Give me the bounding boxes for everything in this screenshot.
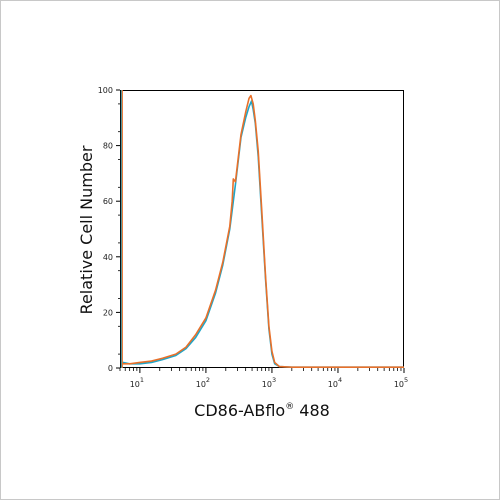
- y-axis-title: Relative Cell Number: [77, 145, 96, 314]
- y-tick-label: 80: [103, 142, 113, 151]
- x-tick-label-base: 10: [328, 380, 338, 389]
- x-axis-ticks: 101 102 103 104 105: [119, 368, 408, 389]
- x-tick-label: 101: [130, 376, 144, 389]
- x-tick-label-base: 10: [262, 380, 272, 389]
- y-tick-label: 100: [98, 86, 113, 95]
- x-tick-label: 105: [394, 376, 408, 389]
- plot-area: [120, 90, 404, 368]
- y-tick-label: 20: [103, 308, 113, 317]
- y-axis-ticks: 0 20 40 60 80 100: [98, 86, 120, 373]
- x-tick-label-exp: 4: [338, 376, 342, 384]
- series-line-2: [122, 94, 404, 368]
- x-tick-label: 103: [262, 376, 276, 389]
- x-tick-label: 104: [328, 376, 342, 389]
- x-tick-label-exp: 1: [140, 376, 144, 384]
- x-axis-title-main: CD86-ABflo: [194, 401, 285, 420]
- x-tick-label-exp: 5: [404, 376, 408, 384]
- x-tick-label-exp: 3: [272, 376, 276, 384]
- x-axis-title: CD86-ABflo® 488: [194, 401, 330, 420]
- y-tick-label: 40: [103, 253, 113, 262]
- series-layer: [120, 90, 404, 368]
- x-axis-title-sup: ®: [285, 402, 294, 412]
- x-tick-label-exp: 2: [206, 376, 210, 384]
- x-tick-label-base: 10: [196, 380, 206, 389]
- x-axis-title-suffix: 488: [294, 401, 330, 420]
- x-tick-label: 102: [196, 376, 210, 389]
- x-tick-label-base: 10: [130, 380, 140, 389]
- y-tick-label: 0: [108, 364, 113, 373]
- x-tick-label-base: 10: [394, 380, 404, 389]
- y-tick-label: 60: [103, 197, 113, 206]
